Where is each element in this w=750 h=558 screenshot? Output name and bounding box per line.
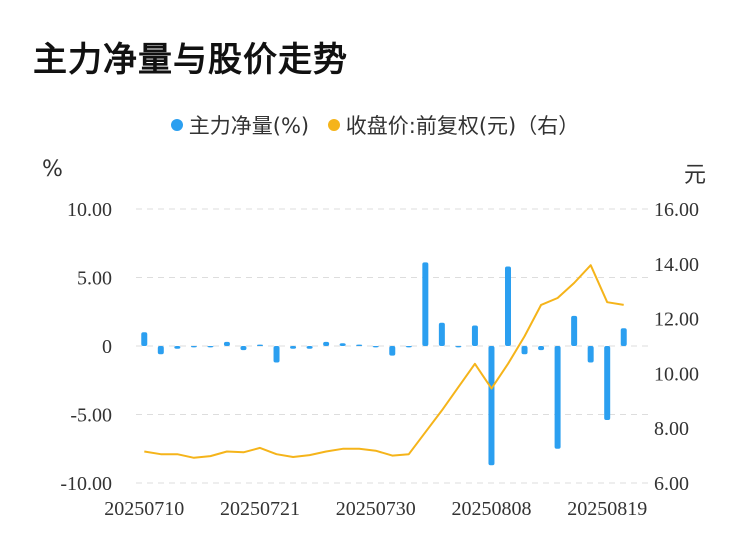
- left-axis-tick-label: -5.00: [70, 405, 112, 427]
- bar: [620, 328, 627, 346]
- bar: [372, 346, 379, 348]
- bar: [306, 346, 313, 349]
- bar: [521, 346, 528, 355]
- legend-bar-label: 主力净量(%): [188, 114, 310, 138]
- bar: [389, 346, 396, 356]
- bar: [571, 315, 578, 346]
- bar: [538, 346, 545, 351]
- right-axis-tick-label: 14.00: [654, 254, 699, 276]
- bar: [290, 346, 297, 349]
- x-axis-tick-label: 20250710: [104, 498, 184, 520]
- bar: [422, 262, 429, 346]
- right-axis-tick-label: 10.00: [654, 363, 699, 385]
- right-axis-tick-label: 16.00: [654, 199, 699, 221]
- legend-item-bar[interactable]: 主力净量(%): [170, 110, 310, 140]
- bar: [587, 346, 594, 363]
- price-line: [144, 264, 624, 459]
- left-axis-tick-label: -10.00: [60, 473, 112, 495]
- bar: [323, 341, 330, 346]
- bar-series: [141, 262, 627, 466]
- bar: [356, 344, 363, 346]
- right-axis-tick-label: 12.00: [654, 309, 699, 331]
- bar: [240, 346, 247, 351]
- bar: [223, 341, 230, 346]
- bar: [604, 346, 611, 420]
- x-axis-tick-label: 20250819: [567, 498, 647, 520]
- line-series: [144, 264, 624, 459]
- bar: [471, 325, 478, 346]
- right-axis-tick-label: 8.00: [654, 418, 689, 440]
- bar: [339, 343, 346, 346]
- legend-item-line[interactable]: 收盘价:前复权(元)（右）: [327, 110, 580, 140]
- left-axis-tick-label: 10.00: [67, 199, 112, 221]
- x-axis-tick-label: 20250808: [451, 498, 531, 520]
- bar: [505, 266, 511, 346]
- bar: [157, 346, 164, 355]
- right-axis-ticks: 16.00 14.00 12.00 10.00 8.00 6.00: [654, 199, 699, 495]
- bar: [488, 346, 495, 466]
- bar: [257, 344, 263, 346]
- left-axis-tick-label: 5.00: [77, 268, 112, 290]
- legend-bar-marker: [170, 119, 183, 131]
- legend-line-marker: [327, 119, 340, 131]
- legend-line-label: 收盘价:前复权(元)（右）: [345, 114, 580, 138]
- bar: [438, 322, 445, 346]
- bar: [273, 346, 280, 363]
- left-axis-ticks: 10.00 5.00 0 -5.00 -10.00: [60, 199, 112, 495]
- x-axis-ticks: 20250710 20250721 20250730 20250808 20250819: [104, 498, 647, 520]
- bar: [174, 346, 181, 349]
- bar: [141, 332, 148, 346]
- chart-title: 主力净量与股价走势: [33, 40, 348, 80]
- left-axis-tick-label: 0: [102, 336, 112, 358]
- left-axis-unit: %: [42, 157, 63, 182]
- bar: [405, 346, 412, 348]
- x-axis-tick-label: 20250721: [220, 498, 300, 520]
- bar: [207, 346, 214, 348]
- x-axis-tick-label: 20250730: [336, 498, 416, 520]
- bar: [554, 346, 561, 449]
- legend: 主力净量(%) 收盘价:前复权(元)（右）: [0, 110, 750, 140]
- bar: [455, 346, 462, 348]
- bar: [190, 346, 197, 348]
- right-axis-tick-label: 6.00: [654, 473, 689, 495]
- right-axis-unit: 元: [684, 163, 707, 188]
